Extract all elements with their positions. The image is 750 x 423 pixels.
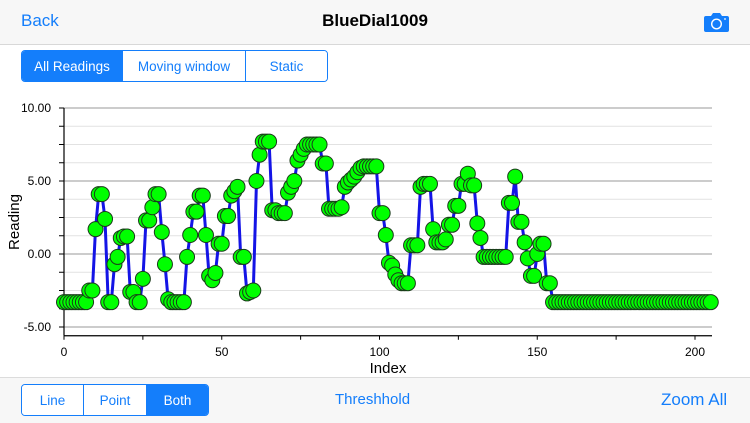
segment-line[interactable]: Line: [22, 385, 84, 415]
data-point: [507, 168, 524, 185]
threshold-button[interactable]: Threshhold: [335, 391, 411, 408]
data-point: [103, 294, 120, 311]
data-point: [504, 194, 521, 211]
x-tick-label: 200: [685, 345, 705, 359]
data-point: [377, 227, 394, 244]
data-point: [526, 267, 543, 284]
data-point: [276, 205, 293, 222]
data-point: [229, 178, 246, 195]
segment-static[interactable]: Static: [246, 51, 327, 81]
data-point: [109, 248, 126, 265]
data-point: [153, 224, 170, 241]
segment-point[interactable]: Point: [84, 385, 147, 415]
data-point: [150, 186, 167, 203]
data-point: [286, 173, 303, 189]
data-point: [702, 294, 719, 311]
data-point: [450, 197, 467, 214]
data-point: [213, 235, 230, 252]
series-line: [64, 140, 711, 304]
data-point: [87, 221, 104, 238]
data-point: [188, 203, 205, 220]
data-point: [469, 215, 486, 232]
data-point: [134, 270, 151, 287]
readings-chart: 10.00 5.00 0.00 -5.00 0 50 100 150 200 Reading I…: [6, 101, 719, 377]
data-point: [374, 205, 391, 222]
x-tick-label: 100: [369, 345, 389, 359]
data-point: [84, 282, 101, 299]
data-point: [156, 256, 173, 273]
mode-segmented-control: All Readings Moving window Static: [21, 50, 328, 82]
segment-moving-window[interactable]: Moving window: [123, 51, 246, 81]
data-point: [141, 212, 158, 229]
data-point: [497, 248, 514, 265]
x-tick-label: 150: [527, 345, 547, 359]
data-point: [409, 237, 426, 254]
data-point: [541, 275, 558, 292]
x-tick-label: 50: [215, 345, 229, 359]
data-point: [235, 248, 252, 265]
y-tick-label: -5.00: [24, 320, 52, 334]
data-point: [261, 133, 278, 150]
data-point: [248, 173, 265, 189]
data-point: [197, 227, 214, 244]
segment-both[interactable]: Both: [147, 385, 208, 415]
data-point: [317, 155, 334, 172]
data-point: [421, 175, 438, 192]
data-point: [513, 213, 530, 230]
data-point: [175, 294, 192, 311]
data-point: [119, 228, 136, 245]
data-point: [516, 234, 533, 251]
data-point: [472, 229, 489, 246]
back-button[interactable]: Back: [21, 11, 59, 30]
data-point: [93, 186, 110, 203]
y-axis-label: Reading: [6, 194, 23, 250]
data-point: [333, 199, 350, 216]
data-point: [182, 227, 199, 244]
data-point: [437, 231, 454, 248]
data-point: [220, 208, 237, 225]
data-point: [194, 187, 211, 204]
zoom-all-button[interactable]: Zoom All: [661, 390, 728, 409]
y-tick-label: 5.00: [28, 174, 52, 188]
y-tick-label: 0.00: [28, 247, 52, 261]
data-point: [444, 216, 461, 233]
data-point: [399, 275, 416, 292]
camera-icon[interactable]: [704, 12, 729, 32]
data-point: [179, 248, 196, 265]
data-point: [97, 210, 114, 227]
x-tick-label: 0: [61, 345, 68, 359]
data-point: [466, 177, 483, 194]
y-tick-label: 10.00: [21, 101, 51, 115]
x-axis-label: Index: [370, 360, 407, 377]
segment-all-readings[interactable]: All Readings: [22, 51, 123, 81]
data-point: [207, 264, 224, 281]
data-point: [245, 282, 262, 299]
data-point: [535, 235, 552, 252]
plot-style-segmented-control: Line Point Both: [21, 384, 209, 416]
data-point: [311, 136, 328, 153]
data-point: [131, 294, 148, 311]
data-point: [368, 158, 385, 175]
